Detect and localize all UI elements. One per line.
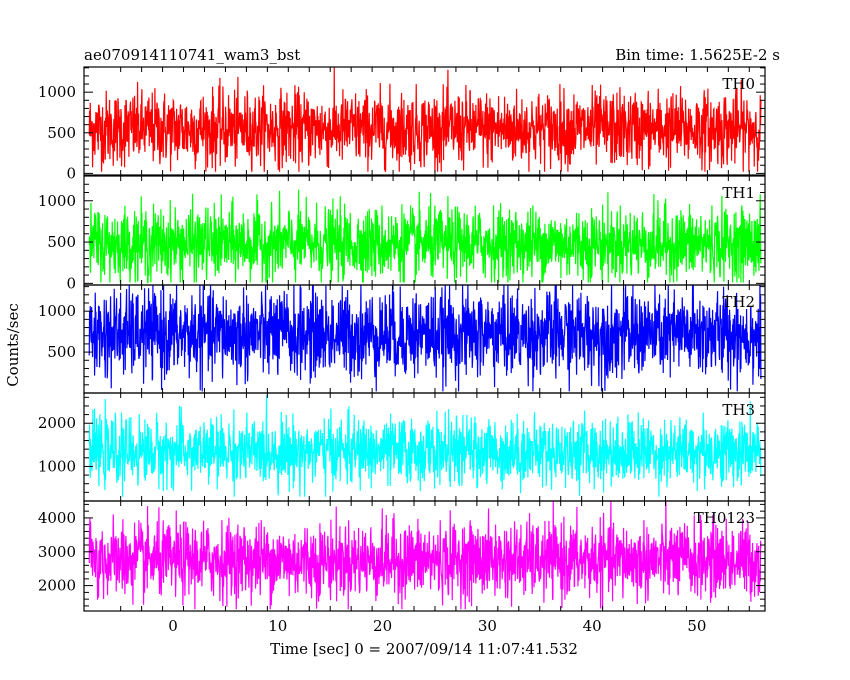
panel-th2: 500 1000 TH2 [38, 284, 766, 394]
y-tick-label: 1000 [38, 192, 76, 210]
x-tick-label: 0 [168, 617, 178, 635]
y-tick-label: 0 [66, 164, 76, 182]
panel-th0123: 2000 3000 4000 TH0123 [38, 500, 766, 612]
series-th2-line [88, 285, 762, 392]
y-tick-label: 0 [66, 274, 76, 292]
x-tick-label: 30 [478, 617, 497, 635]
panel-frame [83, 66, 766, 176]
y-tick-label: 500 [47, 124, 76, 142]
panel-th1: 0 500 1000 TH1 [38, 175, 766, 292]
panel-label-th1: TH1 [722, 184, 755, 202]
series-th0123-line [88, 501, 762, 610]
y-tick-label: 500 [47, 343, 76, 361]
y-tick-label: 1000 [38, 83, 76, 101]
series-th0-line [88, 67, 762, 173]
x-tick-label: 20 [373, 617, 392, 635]
x-axis-label: Time [sec] 0 = 2007/09/14 11:07:41.532 [270, 640, 578, 658]
y-axis-label: Counts/sec [4, 303, 22, 387]
y-tick-label: 500 [47, 233, 76, 251]
x-tick-label: 50 [687, 617, 706, 635]
x-tick-label: 40 [583, 617, 602, 635]
panel-label-th0123: TH0123 [694, 509, 755, 527]
y-tick-label: 2000 [38, 414, 76, 432]
panel-th3: 1000 2000 TH3 [38, 392, 766, 502]
chart-title: ae070914110741_wam3_bst [84, 46, 300, 64]
panel-label-th3: TH3 [722, 401, 755, 419]
panel-label-th0: TH0 [722, 75, 755, 93]
series-th1-line [88, 189, 762, 284]
y-tick-label: 2000 [38, 577, 76, 595]
bin-time-label: Bin time: 1.5625E-2 s [615, 46, 780, 64]
y-tick-label: 4000 [38, 509, 76, 527]
y-tick-label: 3000 [38, 543, 76, 561]
panel-label-th2: TH2 [722, 293, 755, 311]
panel-th0: 0 500 1000 TH0 [38, 66, 766, 182]
y-tick-label: 1000 [38, 457, 76, 475]
panel-frame [83, 500, 766, 612]
series-th3-line [88, 395, 762, 497]
y-tick-label: 1000 [38, 302, 76, 320]
x-tick-label: 10 [268, 617, 287, 635]
